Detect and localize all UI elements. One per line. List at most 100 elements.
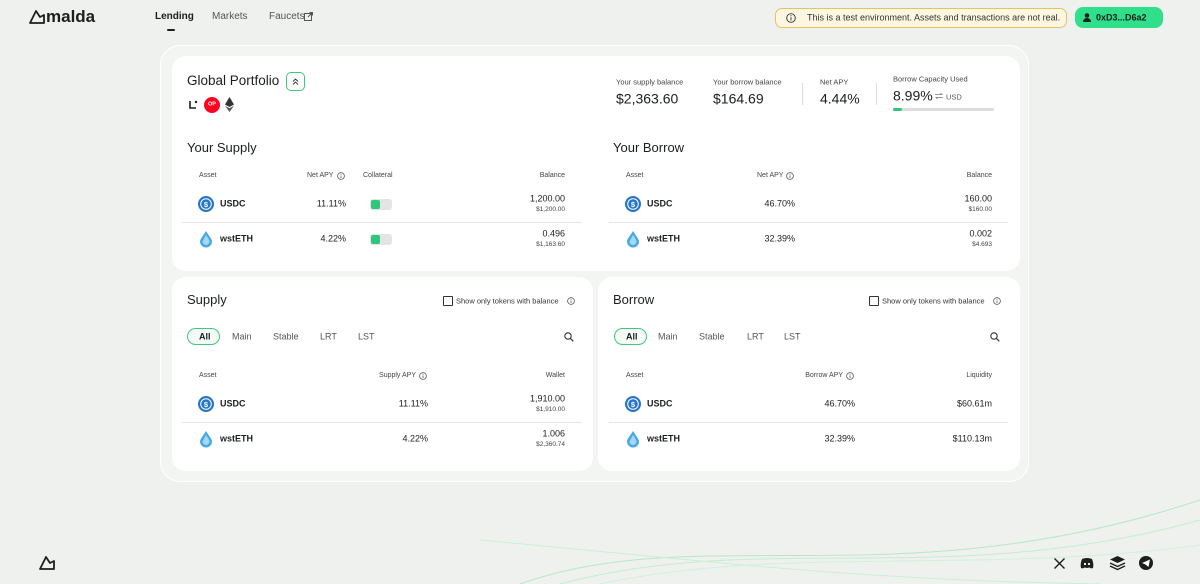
supply-card: [172, 277, 593, 471]
collapse-icon: [292, 78, 299, 85]
filter-checkbox[interactable]: [443, 296, 453, 306]
telegram-icon[interactable]: [1139, 556, 1153, 570]
docs-icon[interactable]: [1109, 556, 1126, 571]
info-icon: [337, 172, 345, 180]
usdc-icon: $: [625, 396, 641, 412]
info-icon: [846, 372, 854, 380]
eth-icon: [225, 97, 234, 112]
filter-checkbox[interactable]: [869, 296, 879, 306]
collateral-toggle[interactable]: [370, 199, 392, 210]
borrow-card: [598, 277, 1020, 471]
notice-banner: [775, 8, 1067, 28]
nav-link[interactable]: Lending: [155, 11, 194, 22]
wallet-button[interactable]: [1075, 7, 1163, 28]
collateral-toggle[interactable]: [370, 234, 392, 245]
wallet-address[interactable]: 0xD3...D6a2: [1096, 12, 1147, 23]
asset-name: wstETH: [647, 233, 681, 244]
active-underline: [167, 29, 175, 31]
apy: 4.22%: [320, 233, 346, 244]
nav-link[interactable]: Faucets: [269, 11, 305, 22]
svg-text:$: $: [631, 200, 636, 209]
column-header: Collateral: [363, 171, 393, 179]
portfolio-card: [172, 56, 1020, 271]
row-separator: [182, 422, 582, 423]
info-icon: [419, 372, 427, 380]
toggle-knob: [371, 200, 380, 209]
filter-tab[interactable]: Stable: [273, 331, 299, 342]
column-header: Net APY: [757, 171, 784, 179]
info-icon: [993, 297, 1001, 305]
column-header: Asset: [199, 171, 217, 179]
liquidity: $110.13m: [952, 433, 992, 444]
footer-logo: [39, 556, 55, 570]
row-separator: [609, 222, 1008, 223]
usdc-icon: $: [198, 396, 214, 412]
column-header: Liquidity: [966, 371, 992, 379]
apy: 4.22%: [402, 433, 428, 444]
capacity-fill: [893, 108, 902, 111]
portfolio-title: Global Portfolio: [187, 72, 280, 88]
filter-label[interactable]: Show only tokens with balance: [456, 296, 559, 306]
column-header: Balance: [966, 171, 992, 179]
toggle-knob: [371, 235, 380, 244]
capacity-unit: USD: [946, 92, 962, 102]
asset-name: USDC: [647, 398, 673, 409]
filter-tab[interactable]: Stable: [699, 331, 725, 342]
column-header: Net APY: [307, 171, 334, 179]
external-link-icon: [304, 12, 313, 21]
nav-link[interactable]: Markets: [212, 11, 248, 22]
op-badge: [204, 97, 220, 113]
filter-tab[interactable]: All: [199, 331, 211, 342]
collapse-button[interactable]: [286, 72, 305, 91]
balance-usd: $1,163.60: [536, 241, 565, 249]
balance-usd: $2,360.74: [536, 441, 565, 449]
asset-name: USDC: [220, 198, 246, 209]
filter-tab[interactable]: LST: [784, 331, 801, 342]
logo-icon: [29, 10, 45, 24]
asset-name: wstETH: [220, 433, 254, 444]
filter-tab[interactable]: Main: [232, 331, 252, 342]
column-header: Borrow APY: [805, 371, 843, 379]
x-icon[interactable]: [1054, 558, 1065, 569]
asset-name: USDC: [220, 398, 246, 409]
filter-label[interactable]: Show only tokens with balance: [882, 296, 985, 306]
balance: 1,200.00: [529, 193, 565, 204]
filter-tab[interactable]: LRT: [747, 331, 764, 342]
filter-tab[interactable]: LST: [358, 331, 375, 342]
search-icon[interactable]: [564, 332, 574, 342]
info-icon: [786, 172, 794, 180]
balance-usd: $4.693: [972, 241, 992, 249]
column-header: Balance: [539, 171, 565, 179]
user-icon: [1083, 13, 1091, 22]
apy: 46.70%: [824, 398, 855, 409]
balance-usd: $160.00: [968, 206, 993, 214]
column-header: Asset: [626, 371, 644, 379]
svg-text:$: $: [204, 200, 209, 209]
balance: 1.006: [542, 428, 565, 439]
asset-name: wstETH: [647, 433, 681, 444]
balance: 1,910.00: [529, 393, 565, 404]
column-header: Asset: [626, 171, 644, 179]
filter-tab[interactable]: LRT: [320, 331, 337, 342]
asset-name: USDC: [647, 198, 673, 209]
stat-value: $164.69: [713, 90, 764, 107]
section-title: Your Borrow: [613, 140, 685, 156]
filter-tab[interactable]: All: [626, 331, 638, 342]
discord-icon[interactable]: [1080, 558, 1094, 569]
column-header: Supply APY: [379, 371, 416, 379]
balance-usd: $1,200.00: [536, 206, 565, 214]
column-header: Wallet: [545, 371, 565, 379]
wsteth-icon: [200, 231, 212, 248]
search-icon[interactable]: [990, 332, 1000, 342]
filter-tab[interactable]: Main: [658, 331, 678, 342]
balance: 160.00: [964, 193, 992, 204]
apy: 11.11%: [316, 198, 346, 209]
notice-text: This is a test environment. Assets and t…: [807, 12, 1061, 23]
svg-text:$: $: [631, 400, 636, 409]
section-title: Borrow: [613, 292, 655, 308]
liquidity: $60.61m: [956, 398, 992, 409]
logo: malda: [46, 6, 96, 26]
capacity-value: 8.99%: [893, 87, 933, 104]
stat-divider: [802, 83, 803, 105]
capacity-label: Borrow Capacity Used: [893, 74, 968, 84]
